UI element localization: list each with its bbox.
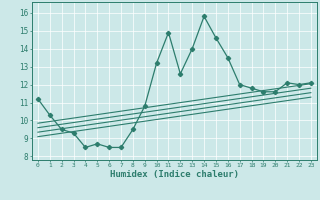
- X-axis label: Humidex (Indice chaleur): Humidex (Indice chaleur): [110, 170, 239, 179]
